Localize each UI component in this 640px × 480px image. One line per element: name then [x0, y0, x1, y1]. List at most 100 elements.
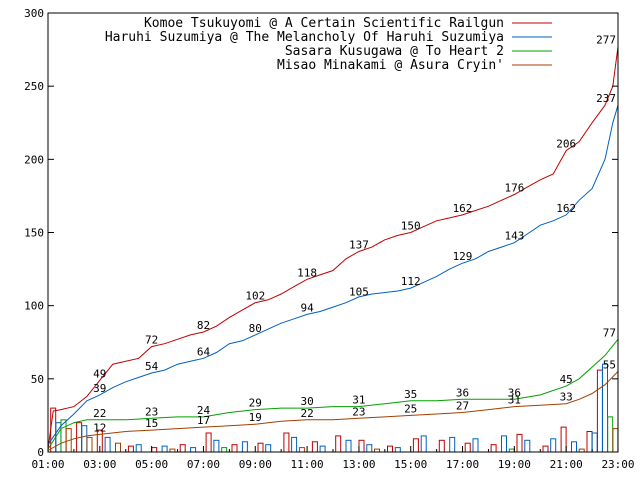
- data-label: 54: [145, 360, 159, 373]
- axes: [47, 12, 619, 453]
- data-label: 64: [197, 345, 211, 358]
- data-label: 23: [352, 405, 365, 418]
- data-label: 29: [249, 397, 262, 410]
- legend: Komoe Tsukuyomi @ A Certain Scientific R…: [105, 16, 552, 73]
- hourly-bar: [345, 439, 352, 453]
- hourly-bar: [612, 428, 619, 453]
- hourly-bar: [161, 445, 168, 453]
- data-label: 31: [352, 394, 365, 407]
- x-ticks: 01:00 03:00 05:00 07:00 09:00 11:00 13:00 15:00…: [31, 446, 635, 471]
- series-line-2: [47, 338, 619, 450]
- hourly-bar: [335, 435, 342, 453]
- data-label: 12: [93, 421, 106, 434]
- hourly-bar: [464, 442, 471, 453]
- legend-entry: Misao Minakami @ Asura Cryin': [277, 58, 504, 73]
- hourly-bar: [257, 442, 264, 453]
- data-label: 277: [596, 34, 616, 47]
- hourly-bar: [135, 444, 142, 453]
- series-line-0: [47, 46, 619, 450]
- y-tick-label: 250: [24, 80, 44, 93]
- data-label: 105: [349, 285, 369, 298]
- data-label: 27: [456, 400, 469, 413]
- hourly-bar: [231, 444, 238, 453]
- hourly-bar: [104, 436, 111, 453]
- x-tick-label: 09:00: [239, 458, 272, 471]
- x-tick-label: 07:00: [187, 458, 220, 471]
- x-tick-label: 15:00: [394, 458, 427, 471]
- hourly-bar: [490, 444, 497, 453]
- data-label: 22: [300, 407, 313, 420]
- hourly-bar: [319, 445, 326, 453]
- data-label: 23: [145, 405, 158, 418]
- hourly-bar: [571, 441, 577, 453]
- hourly-bars: [50, 363, 619, 453]
- y-ticks: 0 50 100 150 200 250 300: [24, 7, 618, 459]
- x-tick-label: 21:00: [550, 458, 583, 471]
- data-label: 22: [93, 407, 106, 420]
- data-label: 19: [249, 411, 262, 424]
- hourly-bar: [311, 441, 318, 453]
- data-label: 237: [596, 92, 616, 105]
- hourly-bar: [560, 426, 567, 453]
- data-label: 31: [508, 394, 521, 407]
- data-label: 39: [93, 382, 106, 395]
- y-tick-label: 100: [24, 300, 44, 313]
- data-label: 77: [603, 326, 616, 339]
- x-tick-label: 19:00: [498, 458, 531, 471]
- hourly-bar: [449, 436, 456, 453]
- y-tick-label: 150: [24, 227, 44, 240]
- hourly-bar: [115, 442, 121, 453]
- data-label: 137: [349, 239, 369, 252]
- data-label: 94: [300, 301, 314, 314]
- hourly-bar: [438, 439, 445, 453]
- hourly-bar: [81, 425, 88, 453]
- hourly-bar: [366, 444, 373, 453]
- hourly-bar: [516, 433, 523, 453]
- data-label: 129: [453, 250, 473, 263]
- hourly-bar: [283, 432, 290, 453]
- legend-entry: Sasara Kusugawa @ To Heart 2: [285, 44, 504, 59]
- x-tick-label: 01:00: [31, 458, 64, 471]
- data-label: 55: [603, 359, 616, 372]
- series-lines: [47, 46, 619, 451]
- data-label: 36: [456, 386, 469, 399]
- hourly-bar: [241, 441, 248, 453]
- hourly-bar: [179, 444, 186, 453]
- data-label: 162: [453, 202, 473, 215]
- hourly-bar: [86, 436, 93, 453]
- x-tick-label: 03:00: [83, 458, 116, 471]
- data-label: 82: [197, 319, 210, 332]
- hourly-bar: [265, 444, 272, 453]
- hourly-bar: [591, 432, 598, 453]
- hourly-bar: [358, 439, 365, 453]
- x-tick-label: 13:00: [342, 458, 375, 471]
- data-label: 162: [556, 202, 576, 215]
- hourly-bar: [607, 416, 614, 453]
- y-tick-label: 0: [37, 446, 44, 459]
- hourly-bar: [602, 363, 608, 453]
- hourly-bar: [190, 447, 197, 453]
- y-tick-label: 300: [24, 7, 44, 20]
- plot-frame: [47, 12, 619, 453]
- data-label: 102: [245, 290, 265, 303]
- data-label: 143: [504, 230, 524, 243]
- data-label: 150: [401, 220, 421, 233]
- data-label: 35: [404, 388, 417, 401]
- data-label: 30: [300, 395, 313, 408]
- x-tick-label: 11:00: [291, 458, 324, 471]
- data-label: 112: [401, 275, 421, 288]
- y-tick-label: 200: [24, 153, 44, 166]
- data-label: 72: [145, 334, 158, 347]
- hourly-bar: [472, 438, 479, 453]
- series-line-1: [47, 105, 619, 445]
- hourly-bar: [127, 445, 134, 453]
- hourly-bar: [298, 447, 305, 453]
- hourly-bar: [213, 439, 220, 453]
- series-line-3: [47, 371, 619, 451]
- data-label: 36: [508, 386, 521, 399]
- data-label: 45: [560, 373, 573, 386]
- data-labels: 49 72 82 102 118 137 150 162 176 206 277 39 54 64 80 94…: [93, 34, 616, 435]
- data-label: 17: [197, 414, 210, 427]
- legend-entry: Komoe Tsukuyomi @ A Certain Scientific R…: [144, 16, 504, 31]
